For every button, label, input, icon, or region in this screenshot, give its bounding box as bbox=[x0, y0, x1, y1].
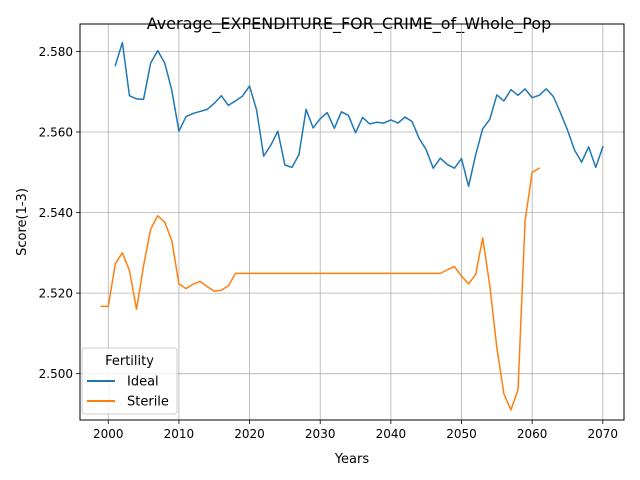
axes: 2000 2010 2020 2030 2040 2050 2060 2070 2.500 2.5… bbox=[39, 45, 618, 441]
y-tick-label: 2.540 bbox=[39, 206, 73, 220]
y-axis-label: Score(1-3) bbox=[15, 188, 30, 256]
x-tick-label: 2060 bbox=[517, 427, 548, 441]
x-tick-label: 2050 bbox=[446, 427, 477, 441]
x-tick-label: 2000 bbox=[93, 427, 124, 441]
y-tick-label: 2.580 bbox=[39, 45, 73, 59]
series-line-ideal bbox=[114, 41, 604, 188]
x-tick-label: 2070 bbox=[588, 427, 619, 441]
legend: Fertility Ideal Sterile bbox=[81, 347, 178, 415]
plot-area-frame bbox=[79, 23, 625, 421]
legend-label-ideal: Ideal bbox=[127, 375, 159, 390]
x-tick-label: 2030 bbox=[305, 427, 336, 441]
series-lines bbox=[100, 41, 604, 411]
x-tick-label: 2040 bbox=[376, 427, 407, 441]
x-tick-label: 2010 bbox=[164, 427, 195, 441]
y-tick-label: 2.560 bbox=[39, 125, 73, 139]
series-line-sterile bbox=[100, 167, 541, 411]
x-axis-label: Years bbox=[334, 452, 370, 467]
y-tick-label: 2.500 bbox=[39, 367, 73, 381]
y-tick-label: 2.520 bbox=[39, 287, 73, 301]
legend-title: Fertility bbox=[105, 354, 154, 369]
legend-label-sterile: Sterile bbox=[127, 395, 169, 410]
x-tick-label: 2020 bbox=[234, 427, 265, 441]
legend-box bbox=[81, 347, 178, 415]
